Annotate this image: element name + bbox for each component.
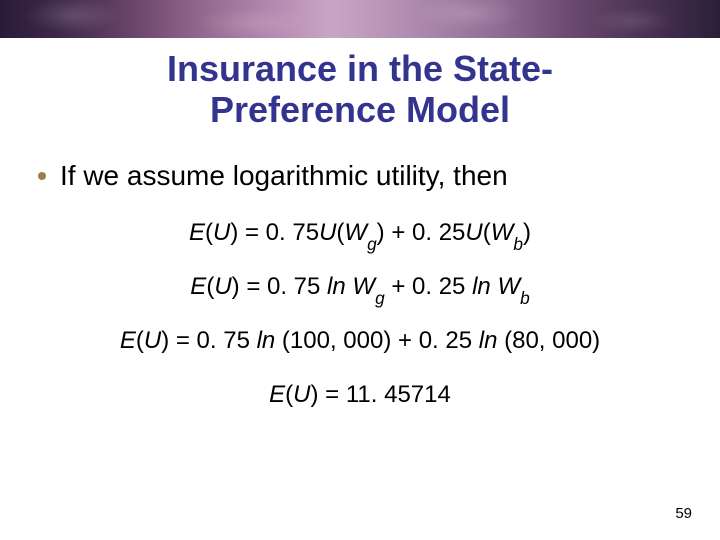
- bullet-text: If we assume logarithmic utility, then: [60, 159, 508, 193]
- page-number: 59: [675, 505, 692, 522]
- equation-3: E(U) = 0. 75 ln (100, 000) + 0. 25 ln (8…: [0, 326, 720, 356]
- equation-2: E(U) = 0. 75 ln Wg + 0. 25 ln Wb: [0, 272, 720, 302]
- bullet-item: If we assume logarithmic utility, then: [0, 159, 720, 193]
- equation-1: E(U) = 0. 75U(Wg) + 0. 25U(Wb): [0, 218, 720, 248]
- bullet-dot-icon: [38, 172, 46, 180]
- page-title: Insurance in the State- Preference Model: [0, 48, 720, 131]
- title-line-1: Insurance in the State-: [167, 48, 553, 89]
- decorative-banner: [0, 0, 720, 38]
- title-line-2: Preference Model: [210, 89, 510, 130]
- equation-4: E(U) = 11. 45714: [0, 380, 720, 410]
